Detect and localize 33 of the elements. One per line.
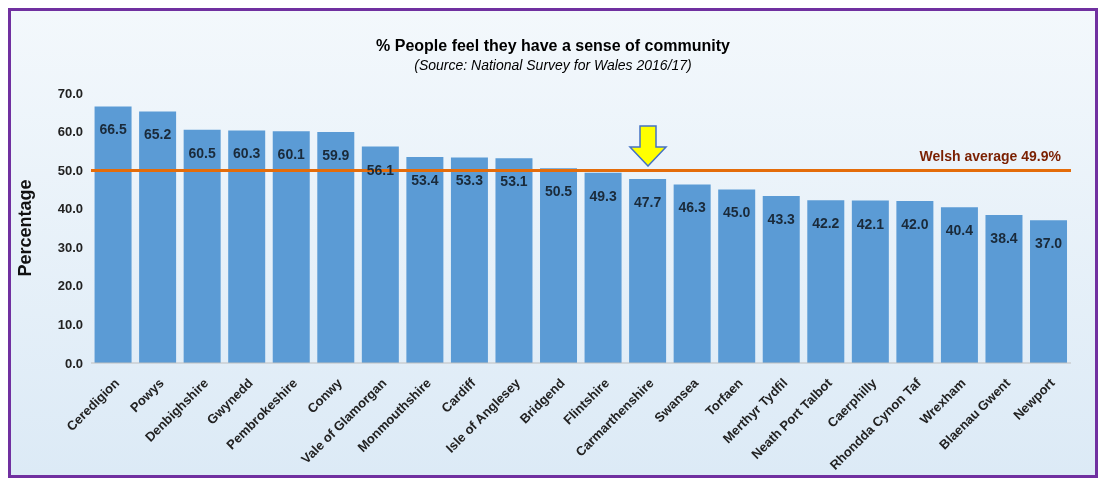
- chart-subtitle: (Source: National Survey for Wales 2016/17): [413, 57, 693, 73]
- data-label: 59.9: [322, 146, 350, 163]
- data-label: 60.3: [233, 145, 261, 162]
- y-tick-label: 20.0: [57, 278, 83, 294]
- y-tick-label: 60.0: [57, 124, 83, 140]
- data-label: 49.3: [589, 187, 617, 204]
- data-label: 66.5: [99, 121, 127, 138]
- data-label: 60.1: [277, 146, 306, 163]
- data-label: 60.5: [188, 144, 216, 161]
- data-label: 42.1: [856, 215, 885, 232]
- y-tick-label: 30.0: [57, 239, 83, 255]
- ref-line-label: Welsh average 49.9%: [919, 147, 1062, 164]
- y-tick-label: 40.0: [57, 201, 83, 217]
- data-label: 50.5: [544, 183, 573, 200]
- data-label: 65.2: [143, 126, 172, 143]
- y-tick-label: 10.0: [57, 317, 83, 333]
- data-label: 53.1: [500, 173, 528, 190]
- chart-title: % People feel they have a sense of community: [375, 37, 731, 55]
- data-label: 40.4: [945, 222, 974, 239]
- y-tick-label: 50.0: [57, 162, 83, 178]
- data-label: 37.0: [1034, 235, 1063, 252]
- y-tick-label: 0.0: [64, 355, 83, 371]
- data-label: 42.2: [812, 215, 840, 232]
- data-label: 53.3: [455, 172, 484, 189]
- y-tick-label: 70.0: [57, 85, 83, 101]
- data-label: 38.4: [990, 229, 1018, 246]
- data-label: 53.4: [411, 171, 439, 188]
- data-label: 47.7: [633, 193, 662, 210]
- y-axis-title: Percentage: [15, 179, 36, 277]
- data-label: 46.3: [678, 199, 706, 216]
- data-label: 42.0: [901, 215, 929, 232]
- data-label: 43.3: [767, 210, 796, 227]
- data-label: 45.0: [723, 204, 751, 221]
